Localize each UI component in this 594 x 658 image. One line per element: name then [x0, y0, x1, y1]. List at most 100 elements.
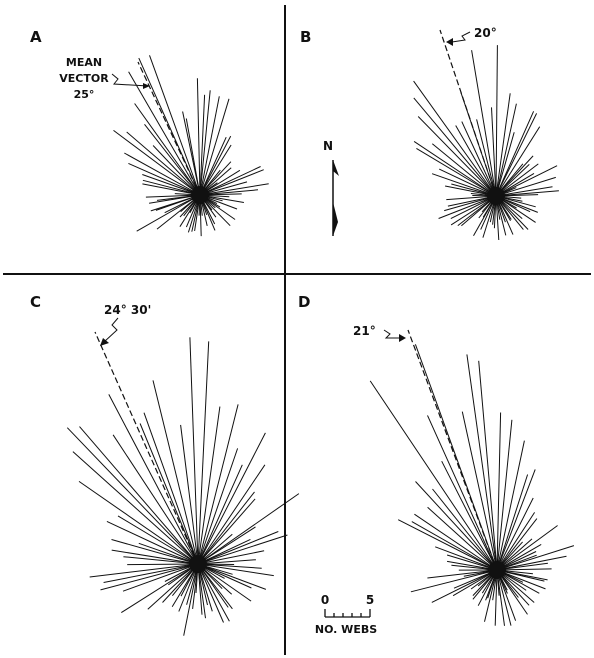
rose-ray: [199, 135, 232, 196]
rose-ray: [112, 434, 199, 565]
rose-ray: [197, 464, 266, 565]
rose-ray: [496, 518, 538, 571]
rose-ray: [441, 460, 498, 571]
rose-ray: [197, 498, 256, 565]
rose-ray: [476, 119, 497, 197]
rose-ray: [121, 563, 199, 614]
panel-c-mean-vector: [94, 331, 199, 565]
rose-ray: [369, 380, 498, 571]
rose-ray: [149, 55, 201, 196]
rose-ray: [126, 131, 201, 196]
scale-bar-ruler: [324, 609, 371, 618]
rose-hub: [191, 186, 209, 204]
rose-ray: [196, 78, 201, 196]
rose-ray: [197, 563, 230, 622]
rose-ray: [496, 497, 534, 571]
rose-ray: [123, 556, 199, 565]
rose-ray: [413, 97, 497, 197]
panel-a-mean-vector: [137, 61, 201, 196]
rose-ray: [496, 419, 513, 571]
rose-ray: [111, 539, 199, 565]
rose-ray: [432, 488, 498, 571]
panel-c-letter: C: [30, 293, 41, 311]
rose-ray: [197, 563, 224, 623]
rose-ray: [143, 412, 199, 565]
rose-ray: [197, 563, 274, 577]
north-arrow: N: [323, 139, 339, 236]
rose-ray: [431, 173, 497, 197]
rose-ray: [438, 195, 497, 219]
rose-ray: [495, 190, 559, 197]
rose-ray: [413, 80, 497, 197]
rose-ray: [491, 107, 497, 197]
rose-ray: [495, 93, 511, 197]
rose-ray: [496, 568, 552, 571]
panel-d-letter: D: [298, 293, 310, 311]
rose-ray: [496, 525, 558, 571]
rose-ray: [100, 563, 199, 591]
rose-ray: [117, 515, 199, 565]
panel-a-rose: [113, 55, 269, 237]
north-arrow-tail: [333, 202, 338, 236]
rose-ray: [66, 427, 199, 565]
rose-ray: [197, 563, 252, 589]
rose-ray: [134, 103, 201, 196]
rose-ray: [152, 380, 199, 565]
rose-ray: [199, 144, 232, 196]
rose-ray: [495, 165, 558, 197]
rose-ray: [496, 545, 575, 571]
panel-d-arrowhead: [399, 334, 406, 342]
panel-c-annotation: 24° 30': [104, 303, 151, 317]
rose-ray: [142, 183, 201, 196]
rose-hub: [488, 561, 506, 579]
scale-bar: 0 5 NO. WEBS: [315, 593, 377, 636]
rose-ray: [89, 563, 199, 578]
rose-ray: [414, 344, 498, 571]
panel-d: D 21° 0 5 NO. WEBS: [298, 293, 575, 636]
rose-ray: [197, 550, 265, 565]
panel-c-arrowhead: [100, 338, 109, 346]
rose-ray: [460, 92, 497, 197]
rose-ray: [152, 145, 201, 196]
rose-ray: [495, 103, 517, 197]
rose-ray: [455, 125, 497, 197]
rose-ray: [79, 426, 199, 565]
rose-ray: [122, 563, 199, 592]
rose-ray: [199, 189, 259, 196]
scale-bar-max: 5: [366, 593, 374, 607]
rose-ray: [144, 123, 201, 196]
panel-c: C 24° 30': [30, 293, 300, 636]
rose-ray: [197, 406, 221, 565]
rose-ray: [197, 341, 210, 565]
rose-hub: [487, 187, 505, 205]
rose-ray: [124, 152, 201, 196]
scale-bar-min: 0: [321, 593, 329, 607]
rose-ray: [199, 98, 230, 196]
rose-ray: [142, 174, 201, 196]
rose-ray: [197, 464, 243, 565]
rose-ray: [197, 538, 251, 565]
rose-ray: [411, 521, 498, 571]
rose-ray: [461, 121, 497, 197]
rose-ray: [495, 186, 553, 197]
rose-ray: [197, 404, 239, 565]
rose-ray: [496, 569, 512, 626]
rose-ray: [466, 354, 498, 571]
rose-ray: [415, 481, 498, 571]
rose-ray: [496, 469, 536, 571]
panel-a-annotation-line-2: VECTOR: [59, 72, 109, 85]
rose-ray: [199, 90, 211, 196]
panel-b-rose: [413, 45, 559, 241]
panel-a-annotation-line-3: 25°: [74, 88, 95, 101]
panel-a-arrowhead: [143, 83, 150, 89]
panel-a: A MEAN VECTOR 25°: [30, 28, 269, 237]
rose-ray: [199, 169, 264, 196]
rose-ray: [495, 126, 541, 197]
rose-ray: [142, 179, 201, 196]
rose-ray: [199, 96, 220, 196]
rose-ray: [106, 520, 199, 565]
north-arrow-head: [333, 160, 339, 176]
rose-ray: [72, 451, 199, 565]
north-arrow-label: N: [323, 139, 333, 153]
